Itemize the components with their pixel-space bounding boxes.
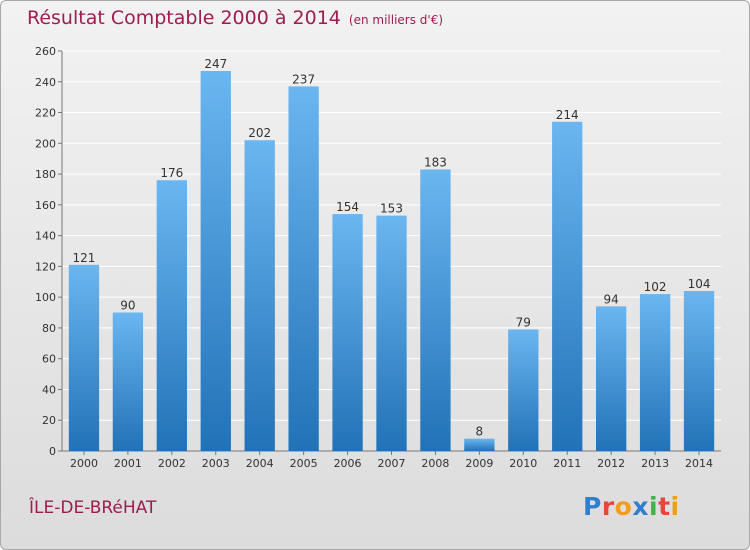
y-tick-label: 100 [35, 291, 56, 304]
data-label: 183 [424, 155, 447, 169]
bar [464, 438, 495, 451]
y-tick-label: 200 [35, 137, 56, 150]
y-tick-label: 20 [42, 414, 56, 427]
x-tick-label: 2000 [70, 457, 98, 470]
x-tick-label: 2008 [421, 457, 449, 470]
bar [683, 291, 715, 451]
data-label: 104 [688, 277, 711, 291]
x-tick-label: 2001 [114, 457, 142, 470]
bar [332, 214, 363, 451]
x-tick-label: 2013 [641, 457, 669, 470]
x-tick-label: 2004 [246, 457, 274, 470]
logo-letter: i [649, 492, 659, 521]
bar [112, 312, 144, 451]
x-tick-label: 2007 [378, 457, 406, 470]
y-tick-label: 220 [35, 107, 56, 120]
y-tick-label: 160 [35, 199, 56, 212]
data-label: 79 [516, 315, 531, 329]
bar [639, 294, 671, 451]
logo-letter: t [658, 492, 671, 521]
data-label: 90 [120, 299, 135, 313]
bar [552, 121, 583, 452]
data-label: 214 [556, 108, 579, 122]
data-label: 202 [248, 126, 271, 140]
data-label: 176 [160, 166, 183, 180]
logo-letter: P [583, 492, 602, 521]
bar [596, 306, 627, 451]
logo-letter: r [601, 492, 615, 521]
data-label: 102 [644, 280, 667, 294]
data-labels: 121 90 176 247 202 237 154 153 183 8 79 214 94 102 104 [73, 57, 711, 439]
y-tick-label: 60 [42, 353, 56, 366]
x-tick-label: 2009 [465, 457, 493, 470]
y-tick-label: 120 [35, 260, 56, 273]
data-label: 154 [336, 200, 359, 214]
bar [508, 329, 539, 451]
commune-name: ÎLE-DE-BRéHAT [29, 498, 157, 518]
bar [68, 264, 100, 451]
data-label: 153 [380, 202, 403, 216]
data-label: 94 [604, 292, 619, 306]
bars [68, 71, 715, 452]
x-tick-label: 2010 [509, 457, 537, 470]
data-label: 237 [292, 72, 315, 86]
chart-title-unit: (en milliers d'€) [348, 13, 444, 27]
bar [200, 71, 231, 451]
y-tick-label: 40 [42, 383, 56, 396]
logo-letter: o [614, 492, 633, 521]
y-tick-label: 240 [35, 76, 56, 89]
bar [288, 86, 319, 451]
y-tick-label: 0 [49, 445, 56, 458]
x-tick-label: 2006 [334, 457, 362, 470]
y-tick-label: 260 [35, 45, 56, 58]
data-label: 8 [476, 425, 484, 439]
x-tick-label: 2012 [597, 457, 625, 470]
bar [376, 215, 407, 451]
bar [156, 180, 187, 451]
bar [244, 140, 275, 451]
logo-letter: i [670, 492, 680, 521]
proxiti-logo[interactable]: Proxiti [583, 492, 680, 521]
logo-letter: x [632, 492, 649, 521]
chart-title: Résultat Comptable 2000 à 2014 (en millie… [27, 7, 443, 29]
x-tick-label: 2002 [158, 457, 186, 470]
y-tick-label: 140 [35, 230, 56, 243]
bar [420, 169, 451, 451]
data-label: 247 [204, 57, 227, 71]
x-tick-label: 2005 [290, 457, 318, 470]
x-tick-label: 2011 [553, 457, 581, 470]
data-label: 121 [73, 251, 96, 265]
x-tick-label: 2014 [685, 457, 713, 470]
y-tick-label: 80 [42, 322, 56, 335]
axes: 0 20 40 60 80 100 120 140 160 180 200 220 240 260 2000… [35, 45, 721, 470]
chart-title-main: Résultat Comptable 2000 à 2014 [27, 7, 341, 29]
x-tick-label: 2003 [202, 457, 230, 470]
y-tick-label: 180 [35, 168, 56, 181]
